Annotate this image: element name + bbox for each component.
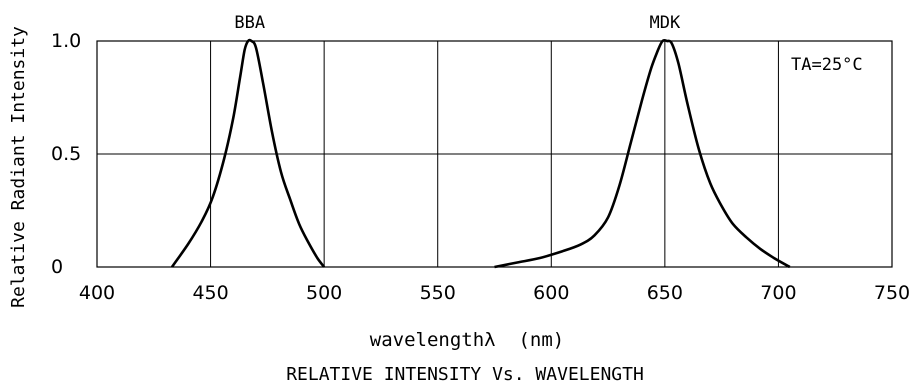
y-tick-labels: 0 0.5 1.0	[51, 30, 81, 278]
y-tick-label: 1.0	[51, 30, 81, 52]
chart-title: RELATIVE INTENSITY Vs. WAVELENGTH	[286, 364, 644, 385]
y-tick-label: 0.5	[51, 143, 81, 165]
series-label-mdk: MDK	[649, 13, 680, 33]
y-tick-label: 0	[51, 256, 63, 278]
x-tick-label: 500	[306, 282, 342, 304]
series-line-mdk	[494, 38, 791, 269]
y-axis-label: Relative Radiant Intensity	[8, 26, 29, 308]
x-tick-labels: 400 450 500 550 600 650 700 750	[79, 282, 910, 304]
x-tick-label: 700	[760, 282, 796, 304]
series-curves	[170, 38, 791, 269]
series-line-bba	[170, 38, 326, 268]
x-axis-label: wavelengthλ (nm)	[370, 329, 564, 351]
series-labels: BBA MDK	[234, 13, 681, 33]
grid-lines	[97, 41, 892, 267]
x-tick-label: 600	[533, 282, 569, 304]
x-tick-label: 650	[647, 282, 683, 304]
x-tick-label: 400	[79, 282, 115, 304]
x-tick-label: 750	[874, 282, 910, 304]
series-label-bba: BBA	[234, 13, 265, 33]
x-tick-label: 450	[192, 282, 228, 304]
temperature-annotation: TA=25°C	[791, 55, 863, 75]
x-tick-label: 550	[420, 282, 456, 304]
